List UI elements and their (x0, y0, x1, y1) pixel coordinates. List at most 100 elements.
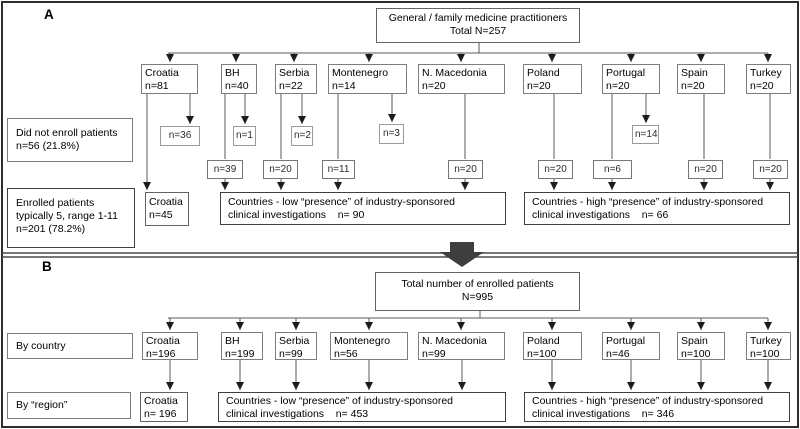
did-not-enroll-line1: Did not enroll patients (16, 127, 118, 139)
outcome-count: n=45 (149, 209, 173, 221)
country-b-montenegro: Montenegro n=56 (330, 332, 408, 360)
enrolled-count: n=39 (213, 164, 237, 175)
outcome-a-low-presence: Countries - low “presence” of industry-s… (220, 192, 506, 225)
enrolled-spain: n=20 (688, 160, 723, 179)
country-b-turkey: Turkey n=100 (746, 332, 791, 360)
country-b-poland: Poland n=100 (523, 332, 582, 360)
dropout-croatia: n=36 (160, 126, 200, 146)
outcome-line2: clinical investigations n= 346 (532, 408, 675, 420)
country-count: n=99 (279, 348, 303, 360)
country-name: Turkey (750, 335, 782, 347)
total-practitioners-box: General / family medicine practitioners … (376, 8, 580, 43)
country-name: Croatia (145, 67, 179, 79)
country-count: n=20 (606, 80, 630, 92)
enrolled-count: n=20 (694, 164, 717, 175)
outcome-a-croatia: Croatia n=45 (145, 192, 189, 226)
enrolled-portugal: n=6 (593, 160, 632, 179)
country-name: Spain (681, 67, 708, 79)
outcome-name: Croatia (144, 395, 178, 407)
enrolled-turkey: n=20 (753, 160, 788, 179)
outcome-a-high-presence: Countries - high “presence” of industry-… (524, 192, 790, 225)
country-count: n=100 (750, 348, 780, 360)
outcome-b-croatia: Croatia n= 196 (140, 392, 188, 422)
did-not-enroll-line2: n=56 (21.8%) (16, 140, 80, 152)
country-count: n=40 (225, 80, 249, 92)
enrolled-nmacedonia: n=20 (448, 160, 483, 179)
enrolled-count: n=20 (544, 164, 567, 175)
dropout-count: n=36 (168, 130, 192, 141)
country-count: n=99 (422, 348, 446, 360)
enrolled-montenegro: n=11 (322, 160, 355, 179)
country-count: n=22 (279, 80, 303, 92)
country-name: N. Macedonia (422, 67, 487, 79)
country-name: Serbia (279, 335, 310, 347)
outcome-line1: Countries - high “presence” of industry-… (532, 196, 764, 208)
enrolled-count: n=20 (269, 164, 292, 175)
outcome-line2: clinical investigations n= 66 (532, 209, 669, 221)
country-count: n=100 (681, 348, 711, 360)
outcome-line1: Countries - low “presence” of industry-s… (228, 196, 456, 208)
enrolled-serbia: n=20 (263, 160, 298, 179)
country-count: n=14 (332, 80, 356, 92)
dropout-count: n=2 (294, 130, 311, 141)
by-region-label: By “region” (16, 399, 68, 411)
country-b-portugal: Portugal n=46 (602, 332, 660, 360)
country-a-montenegro: Montenegro n=14 (328, 64, 407, 94)
dropout-serbia: n=2 (291, 126, 313, 146)
practitioners-total: Total N=257 (449, 25, 507, 37)
dropout-portugal: n=14 (632, 125, 659, 144)
country-name: BH (225, 67, 240, 79)
enrolled-bh: n=39 (207, 160, 243, 179)
country-a-spain: Spain n=20 (677, 64, 725, 94)
country-name: Poland (527, 335, 560, 347)
did-not-enroll-box: Did not enroll patients n=56 (21.8%) (7, 118, 133, 162)
country-b-spain: Spain n=100 (677, 332, 725, 360)
country-name: Spain (681, 335, 708, 347)
enrolled-poland: n=20 (538, 160, 573, 179)
country-name: Montenegro (332, 67, 389, 79)
dropout-bh: n=1 (233, 126, 256, 146)
by-country-label: By country (16, 340, 66, 352)
country-name: Turkey (750, 67, 782, 79)
panel-a-label: A (44, 7, 54, 22)
country-b-serbia: Serbia n=99 (275, 332, 317, 360)
country-count: n=20 (422, 80, 446, 92)
total-enrolled-title: Total number of enrolled patients (401, 278, 554, 290)
dropout-count: n=14 (635, 129, 658, 140)
enrolled-count: n=20 (759, 164, 782, 175)
dropout-montenegro: n=3 (379, 124, 404, 144)
dropout-count: n=1 (236, 130, 253, 141)
country-a-bh: BH n=40 (221, 64, 257, 94)
country-count: n=20 (527, 80, 551, 92)
country-count: n=100 (527, 348, 557, 360)
enrolled-count: n=20 (454, 164, 477, 175)
outcome-b-high-presence: Countries - high “presence” of industry-… (524, 392, 790, 422)
outcome-b-low-presence: Countries - low “presence” of industry-s… (218, 392, 506, 422)
enrolled-line1: Enrolled patients (16, 197, 95, 209)
country-name: Portugal (606, 67, 646, 79)
by-region-box: By “region” (7, 392, 131, 419)
enrolled-count: n=11 (327, 164, 350, 175)
country-b-nmacedonia: N. Macedonia n=99 (418, 332, 505, 360)
country-a-croatia: Croatia n=81 (141, 64, 198, 94)
panel-b-label: B (42, 259, 52, 274)
country-a-serbia: Serbia n=22 (275, 64, 317, 94)
country-name: Portugal (606, 335, 646, 347)
country-count: n=20 (750, 80, 774, 92)
enrolled-line2: typically 5, range 1-11 (16, 210, 118, 222)
practitioners-title: General / family medicine practitioners (388, 12, 568, 24)
country-count: n=46 (606, 348, 630, 360)
country-b-croatia: Croatia n=196 (142, 332, 198, 360)
country-name: Montenegro (334, 335, 391, 347)
outcome-name: Croatia (149, 196, 183, 208)
country-name: Croatia (146, 335, 180, 347)
dropout-count: n=3 (383, 128, 400, 139)
country-name: Serbia (279, 67, 310, 79)
total-enrolled-box: Total number of enrolled patients N=995 (375, 272, 580, 311)
country-a-turkey: Turkey n=20 (746, 64, 791, 94)
outcome-count: n= 196 (144, 408, 177, 420)
outcome-line2: clinical investigations n= 453 (226, 408, 369, 420)
country-name: Poland (527, 67, 560, 79)
country-count: n=196 (146, 348, 176, 360)
